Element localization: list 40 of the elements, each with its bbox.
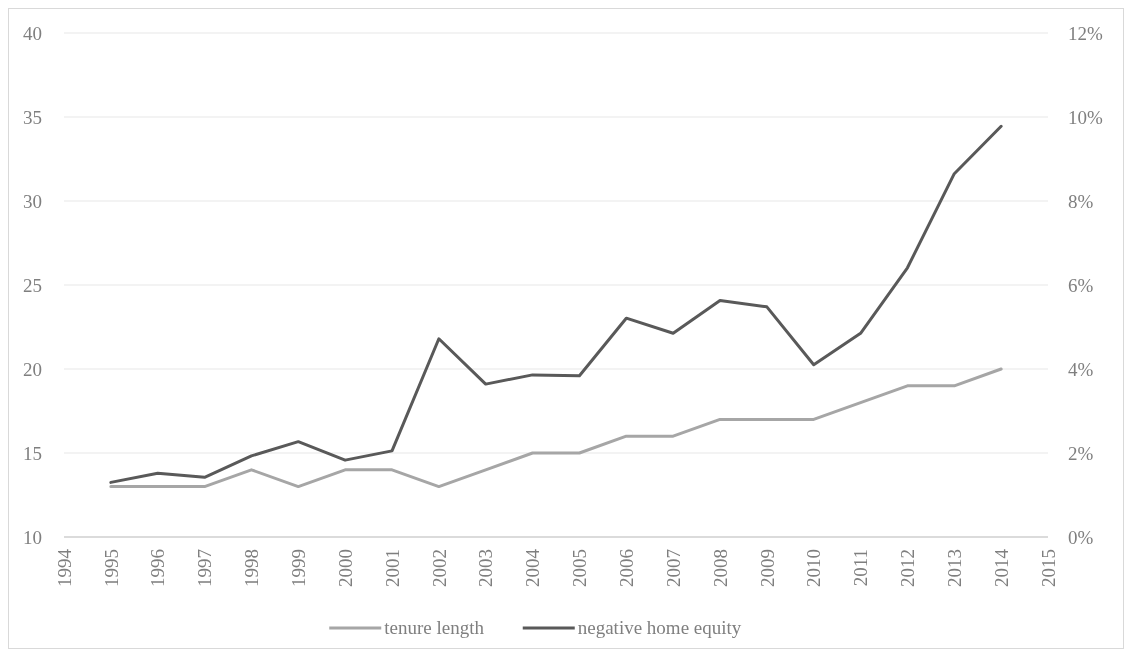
legend-label: tenure length (384, 617, 485, 638)
y2-tick-label: 12% (1068, 22, 1103, 44)
x-tick-label: 2004 (522, 548, 544, 587)
x-tick-label: 2006 (615, 549, 637, 587)
y-tick-label: 20 (23, 358, 42, 380)
y2-tick-label: 0% (1068, 526, 1094, 548)
y2-tick-label: 6% (1068, 274, 1094, 296)
x-tick-label: 2011 (850, 549, 872, 587)
x-tick-label: 2005 (569, 549, 591, 587)
y-tick-label: 30 (23, 190, 42, 212)
x-tick-label: 1995 (100, 549, 122, 587)
x-tick-label: 1994 (53, 548, 75, 587)
x-tick-label: 2008 (709, 549, 731, 587)
x-tick-label: 2013 (943, 549, 965, 587)
legend-label: negative home equity (577, 617, 742, 638)
x-tick-label: 1998 (241, 549, 263, 587)
y-tick-label: 10 (23, 526, 42, 548)
line-series (109, 124, 1003, 484)
y-tick-label: 25 (23, 274, 42, 296)
x-tick-label: 2000 (334, 549, 356, 587)
line-series (109, 367, 1003, 489)
y-tick-label: 15 (23, 442, 42, 464)
x-tick-label: 1999 (287, 549, 309, 587)
x-tick-label: 2014 (990, 548, 1012, 587)
y2-tick-label: 8% (1068, 190, 1094, 212)
y2-tick-label: 2% (1068, 442, 1094, 464)
y-tick-label: 35 (23, 106, 42, 128)
x-tick-label: 2003 (475, 549, 497, 587)
x-tick-label: 1996 (147, 549, 169, 587)
x-tick-label: 2001 (381, 549, 403, 587)
y2-tick-label: 4% (1068, 358, 1094, 380)
x-tick-label: 2002 (428, 549, 450, 587)
x-tick-label: 1997 (194, 549, 216, 587)
x-tick-label: 2015 (1037, 549, 1059, 587)
y2-tick-label: 10% (1068, 106, 1103, 128)
x-tick-label: 2007 (662, 549, 684, 587)
x-tick-label: 2010 (803, 549, 825, 587)
y-tick-label: 40 (23, 22, 42, 44)
x-tick-label: 2012 (897, 549, 919, 587)
x-tick-label: 2009 (756, 549, 778, 587)
